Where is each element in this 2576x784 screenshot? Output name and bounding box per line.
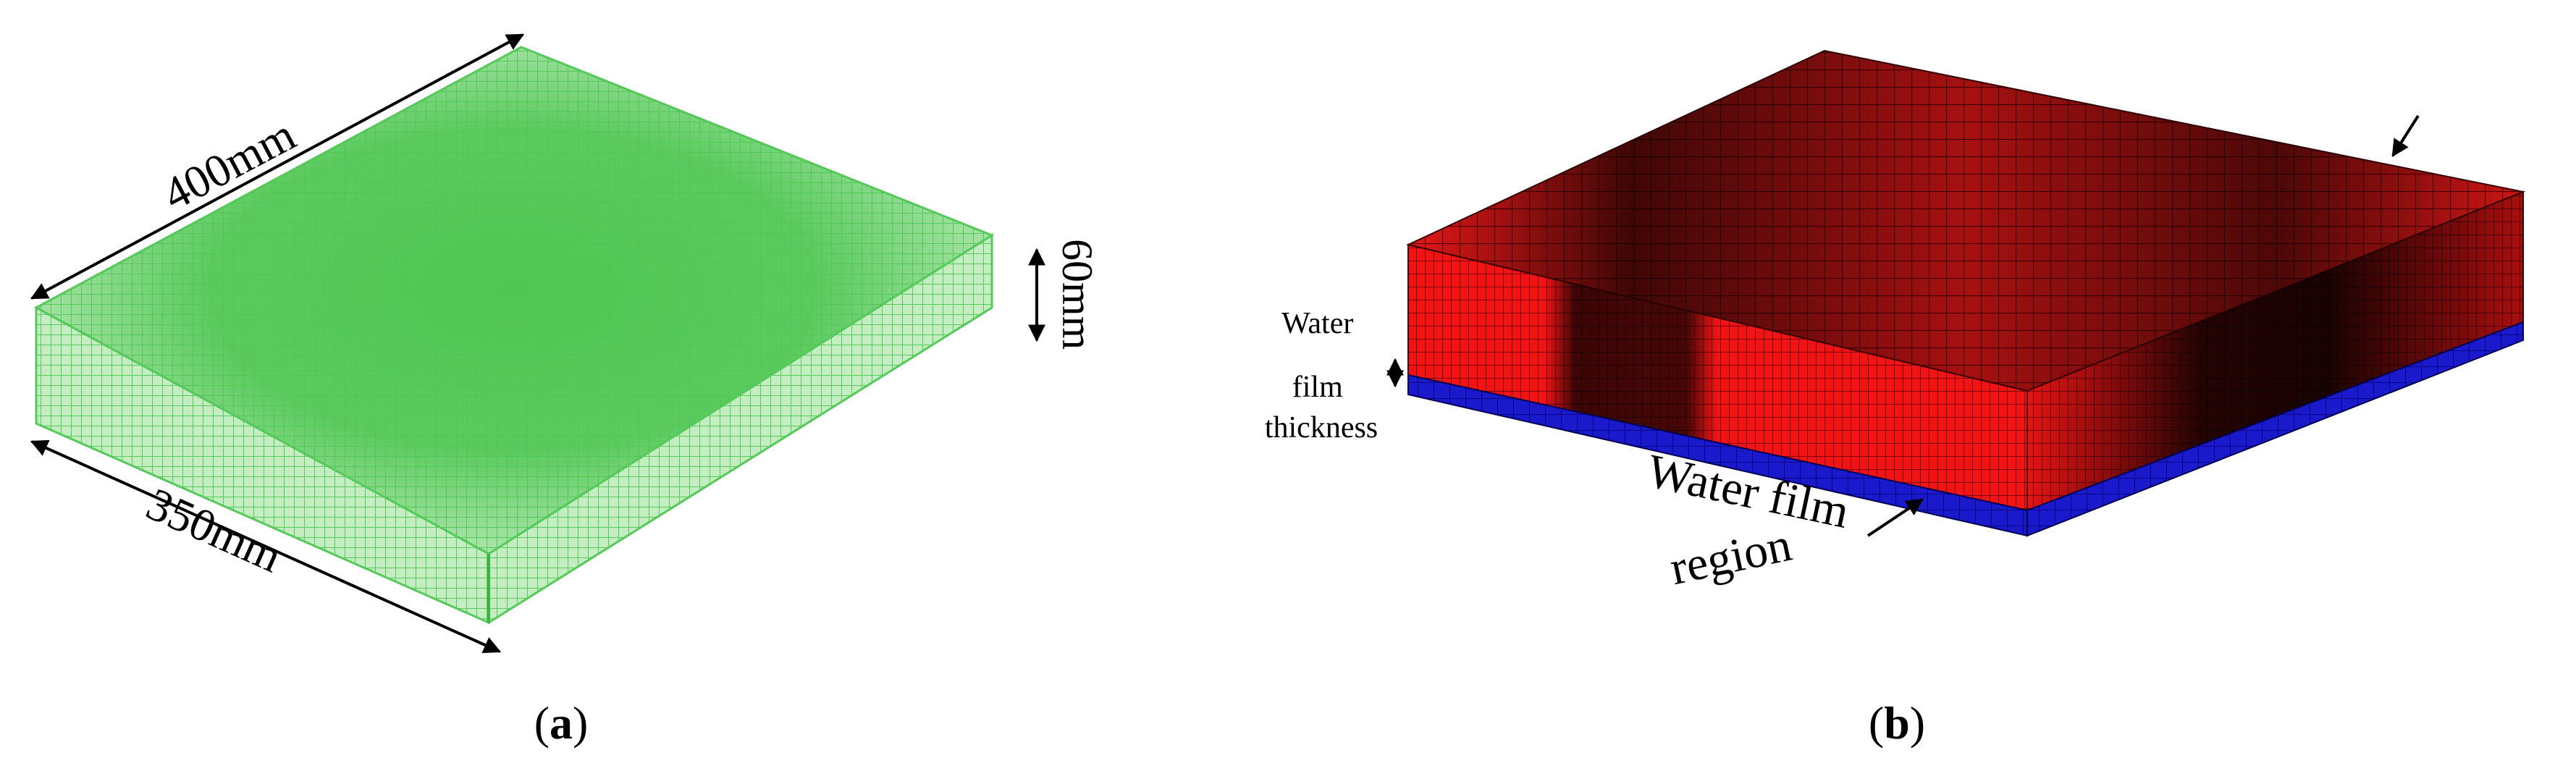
water-film-thickness-label: Water film thickness [1265,307,1378,444]
slab-top-shading [1408,51,2523,391]
caption-a-letter: a [550,697,573,749]
thickness-label-line-3: thickness [1265,411,1378,444]
slab-right-shading [2027,192,2523,510]
mesh-top-dense-region [36,47,992,554]
panel-a: 400mm 350mm 60mm (a) [30,33,1101,749]
thickness-label-line-1: Water [1281,307,1353,340]
dimension-arrow-350 [30,439,502,654]
flow-direction-arrow [2391,114,2420,158]
dimension-label-60: 60mm [1053,239,1101,350]
dimension-arrow-400 [30,33,525,300]
panel-b: Water film thickness Water film region (… [1265,49,2526,749]
water-film-right [2026,321,2524,537]
caption-b: (b) [1869,697,1925,749]
region-pointer-arrow [1866,498,1924,537]
thickness-label-line-2: film [1292,371,1343,404]
caption-b-letter: b [1884,697,1910,749]
slab-front-shading [1408,245,2027,510]
caption-a: (a) [534,697,589,749]
red-slab-block [1405,49,2526,537]
water-film-region-label-2: region [1665,518,1796,595]
